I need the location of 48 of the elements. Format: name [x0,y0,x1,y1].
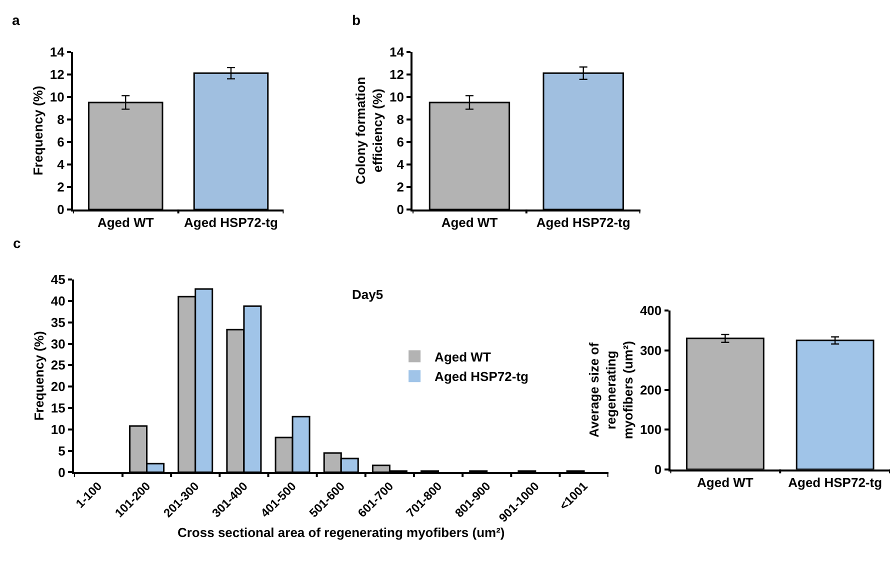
x-tick-label: Aged WT [441,215,498,230]
y-tick-label: 200 [640,382,662,398]
x-tick-label: Aged HSP72-tg [536,215,630,230]
y-tick-label: 35 [50,314,66,330]
y-axis-title: Frequency (%) [31,331,46,421]
y-tick-label: 0 [57,202,64,217]
y-tick-label: 14 [389,44,405,60]
y-tick-label: 0 [58,464,66,480]
x-tick-label: Aged WT [697,474,754,490]
annotation: Day5 [352,287,384,302]
chart-title: a [12,12,20,28]
y-tick-label: 45 [50,272,66,288]
y-tick-label: 25 [50,358,66,373]
y-axis-title: Frequency (%) [30,86,46,176]
y-tick-label: 0 [396,202,404,217]
y-tick-label: 15 [50,400,66,416]
y-tick-label: 4 [396,156,405,172]
legend-label: Aged WT [434,349,491,364]
y-tick-label: 100 [640,422,662,438]
y-tick-label: 10 [50,89,64,104]
x-tick-label: Aged WT [97,215,154,230]
x-axis-title: Cross sectional area of regenerating myofibers (um²) [177,524,505,540]
y-tick-label: 8 [57,112,64,127]
y-axis-title: Average size of regenerating myofibers (um²) [586,340,636,440]
y-tick-label: 400 [640,303,662,318]
y-tick-label: 20 [50,379,66,394]
y-tick-label: 12 [389,66,404,82]
y-tick-label: 30 [50,336,66,352]
chart-title: b [352,12,361,28]
x-tick-label: Aged HSP72-tg [184,215,278,230]
y-tick-label: 4 [57,156,66,172]
y-tick-label: 8 [396,112,404,127]
y-tick-label: 6 [396,134,404,150]
y-tick-label: 10 [389,89,404,104]
y-tick-label: 10 [50,422,66,437]
y-tick-label: 2 [57,179,64,194]
y-tick-label: 0 [654,462,662,477]
x-tick-label: Aged HSP72-tg [788,474,882,490]
y-tick-label: 14 [50,44,66,60]
chart-title: c [13,235,21,251]
y-tick-label: 300 [640,342,662,358]
y-tick-label: 12 [50,66,64,82]
legend-label: Aged HSP72-tg [434,369,529,384]
y-tick-label: 2 [396,179,404,194]
y-tick-label: 40 [50,293,66,308]
y-tick-label: 5 [58,443,66,458]
y-axis-title: Colony formation efficiency (%) [353,76,385,184]
y-tick-label: 6 [57,134,64,150]
